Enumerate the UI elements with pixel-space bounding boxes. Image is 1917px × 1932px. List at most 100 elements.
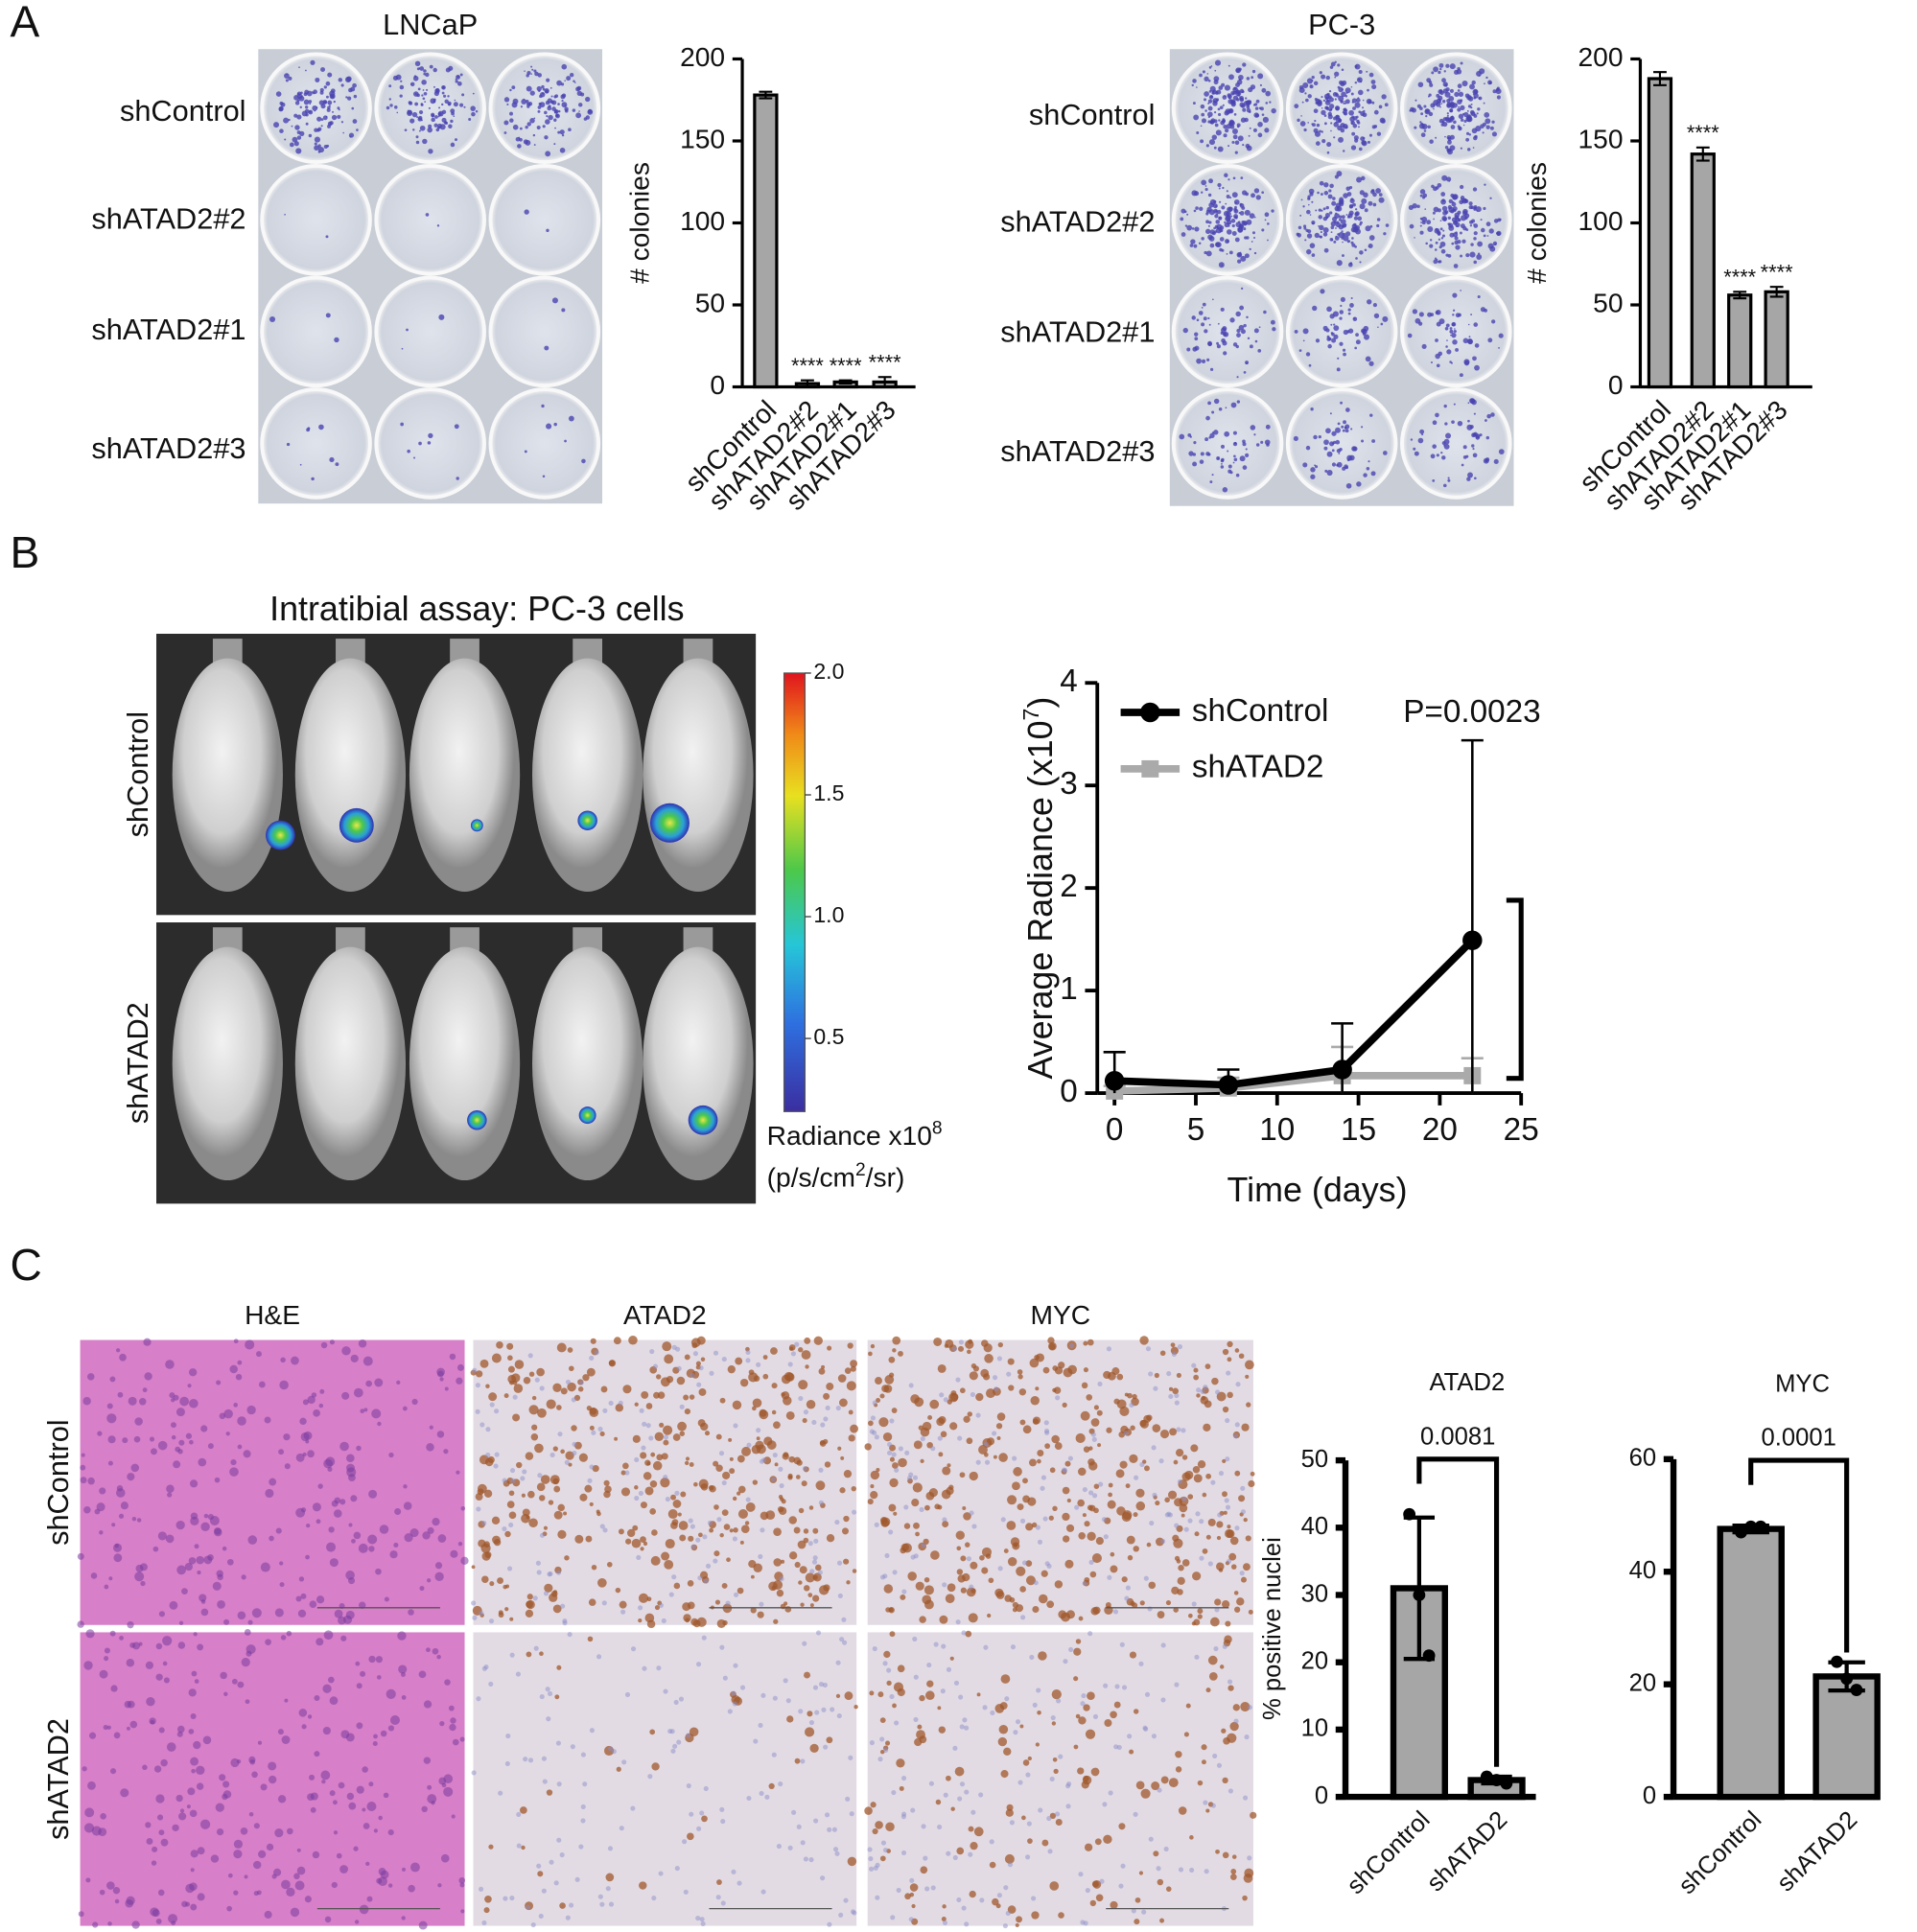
colony: [1230, 219, 1236, 223]
nucleus: [281, 1879, 291, 1890]
colony: [1440, 192, 1446, 197]
nucleus: [281, 1735, 291, 1744]
colony: [1358, 110, 1362, 114]
colony: [1360, 136, 1366, 142]
colony: [1343, 420, 1346, 425]
colony: [1224, 110, 1229, 116]
nucleus: [778, 1781, 783, 1787]
nucleus: [539, 1495, 546, 1501]
nucleus: [1044, 1561, 1050, 1567]
colony: [327, 124, 331, 128]
colony: [1336, 260, 1343, 267]
nucleus: [889, 1631, 896, 1638]
nucleus: [1082, 1580, 1087, 1587]
colony: [436, 224, 440, 227]
colony: [1468, 336, 1471, 338]
colony: [1423, 105, 1427, 108]
well: [1171, 387, 1284, 500]
nucleus: [879, 1574, 886, 1580]
nucleus: [1139, 1461, 1145, 1467]
nucleus: [574, 1876, 580, 1882]
p-value: 0.0001: [1762, 1425, 1836, 1452]
nucleus: [162, 1636, 173, 1646]
nucleus: [113, 1732, 121, 1739]
colony: [544, 135, 549, 140]
colony: [1221, 457, 1225, 462]
nucleus: [578, 1453, 588, 1462]
colony: [1251, 76, 1254, 80]
colony: [1341, 215, 1345, 220]
nucleus: [579, 1493, 588, 1501]
nucleus: [879, 1855, 886, 1862]
nucleus: [1107, 1574, 1112, 1580]
colony: [573, 80, 575, 82]
nucleus: [587, 1636, 594, 1642]
colony: [1485, 221, 1491, 227]
nucleus: [1015, 1719, 1021, 1725]
nucleus: [526, 1515, 530, 1520]
nucleus: [914, 1737, 923, 1747]
nucleus: [1160, 1697, 1166, 1703]
nucleus: [937, 1706, 942, 1711]
colony: [1244, 117, 1249, 123]
colony: [1429, 139, 1434, 144]
legend-marker: [1141, 759, 1159, 778]
nucleus: [311, 1392, 317, 1398]
colony: [526, 85, 532, 92]
colony: [1261, 191, 1265, 195]
nucleus: [310, 1806, 316, 1813]
nucleus: [1225, 1456, 1230, 1462]
nucleus: [793, 1526, 801, 1534]
nucleus: [808, 1719, 814, 1726]
colony: [315, 77, 320, 82]
y-axis-label: Average Radiance (x107): [1018, 697, 1060, 1080]
colony: [1213, 208, 1219, 214]
nucleus: [559, 1851, 565, 1858]
nucleus: [167, 1492, 173, 1498]
data-point: [1831, 1655, 1843, 1668]
well: [374, 275, 486, 388]
nucleus: [492, 1535, 501, 1545]
nucleus: [541, 1756, 547, 1761]
nucleus: [753, 1738, 759, 1744]
nucleus: [1147, 1606, 1153, 1612]
nucleus: [472, 1367, 478, 1373]
colony: [1219, 200, 1222, 203]
colony: [1201, 307, 1204, 309]
x-tick-label: 5: [1187, 1112, 1205, 1148]
colony: [419, 66, 425, 71]
nucleus: [788, 1516, 797, 1525]
colony: [432, 100, 436, 104]
nucleus: [295, 1507, 306, 1518]
nucleus: [1124, 1595, 1130, 1601]
nucleus: [1168, 1778, 1179, 1788]
nucleus: [864, 1443, 872, 1451]
nucleus: [253, 1860, 262, 1870]
colony: [1240, 329, 1246, 335]
colony: [286, 442, 291, 447]
colony: [288, 118, 291, 122]
nucleus: [97, 1431, 103, 1436]
nucleus: [964, 1921, 970, 1927]
nucleus: [661, 1551, 670, 1561]
nucleus: [773, 1618, 779, 1624]
nucleus: [452, 1738, 459, 1746]
nucleus: [1074, 1504, 1080, 1510]
nucleus: [525, 1452, 534, 1460]
colony: [1330, 61, 1336, 67]
nucleus: [444, 1386, 449, 1391]
p-value: P=0.0023: [1403, 694, 1541, 730]
colony: [1359, 203, 1366, 210]
nucleus: [1188, 1613, 1193, 1618]
nucleus: [155, 1919, 162, 1924]
colony: [1376, 131, 1382, 136]
colony: [1230, 90, 1235, 96]
colony: [1215, 227, 1223, 234]
nucleus: [1222, 1643, 1227, 1649]
nucleus: [353, 1846, 359, 1851]
colony: [1441, 234, 1446, 238]
nucleus: [911, 1499, 920, 1507]
colony: [1440, 248, 1446, 254]
nucleus: [284, 1698, 289, 1703]
nucleus: [799, 1566, 807, 1574]
